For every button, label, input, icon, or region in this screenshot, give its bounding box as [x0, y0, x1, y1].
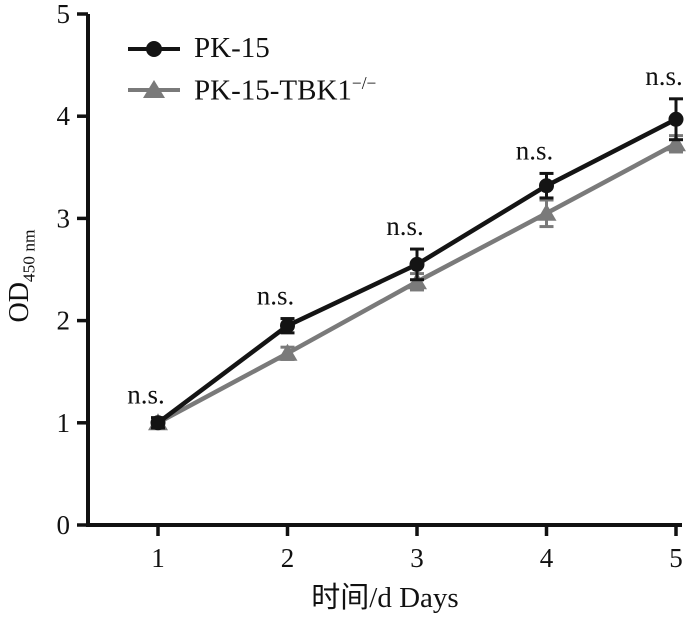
legend-label-pk15: PK-15 [194, 32, 270, 64]
y-tick-label: 3 [57, 203, 71, 233]
y-tick-label: 4 [57, 101, 71, 131]
y-axis-title-subscript: 450 nm [19, 229, 39, 283]
circle-marker-icon [128, 38, 180, 60]
legend-item-pk15-tbk1: PK-15-TBK1−/− [128, 73, 377, 107]
ns-annotation: n.s. [516, 135, 554, 165]
y-axis-title: OD450 nm [4, 166, 40, 386]
data-point [536, 203, 557, 221]
x-tick-label: 2 [281, 543, 295, 573]
x-tick-label: 4 [540, 543, 554, 573]
ns-annotation: n.s. [386, 211, 424, 241]
data-point [668, 111, 684, 127]
y-tick-label: 2 [57, 306, 71, 336]
ns-annotation: n.s. [645, 61, 683, 91]
x-axis-title: 时间/d Days [311, 582, 459, 614]
y-tick-label: 0 [57, 510, 71, 540]
y-tick-label: 5 [57, 0, 71, 29]
ns-annotation: n.s. [127, 380, 165, 410]
legend-item-pk15: PK-15 [128, 34, 376, 63]
data-point [539, 178, 554, 194]
legend: PK-15 PK-15-TBK1−/− [128, 34, 376, 106]
x-tick-label: 3 [410, 543, 424, 573]
legend-label-pk15-tbk1: PK-15-TBK1−/− [194, 73, 377, 107]
x-tick-label: 5 [669, 543, 683, 573]
data-point [150, 415, 166, 431]
y-tick-label: 1 [57, 408, 71, 438]
data-point [666, 134, 686, 152]
y-axis-title-main: OD [4, 282, 35, 323]
data-point [409, 256, 425, 272]
triangle-marker-icon [128, 79, 180, 101]
x-tick-label: 1 [151, 543, 165, 573]
ns-annotation: n.s. [257, 281, 295, 311]
data-point [277, 343, 298, 361]
data-point [280, 318, 295, 334]
